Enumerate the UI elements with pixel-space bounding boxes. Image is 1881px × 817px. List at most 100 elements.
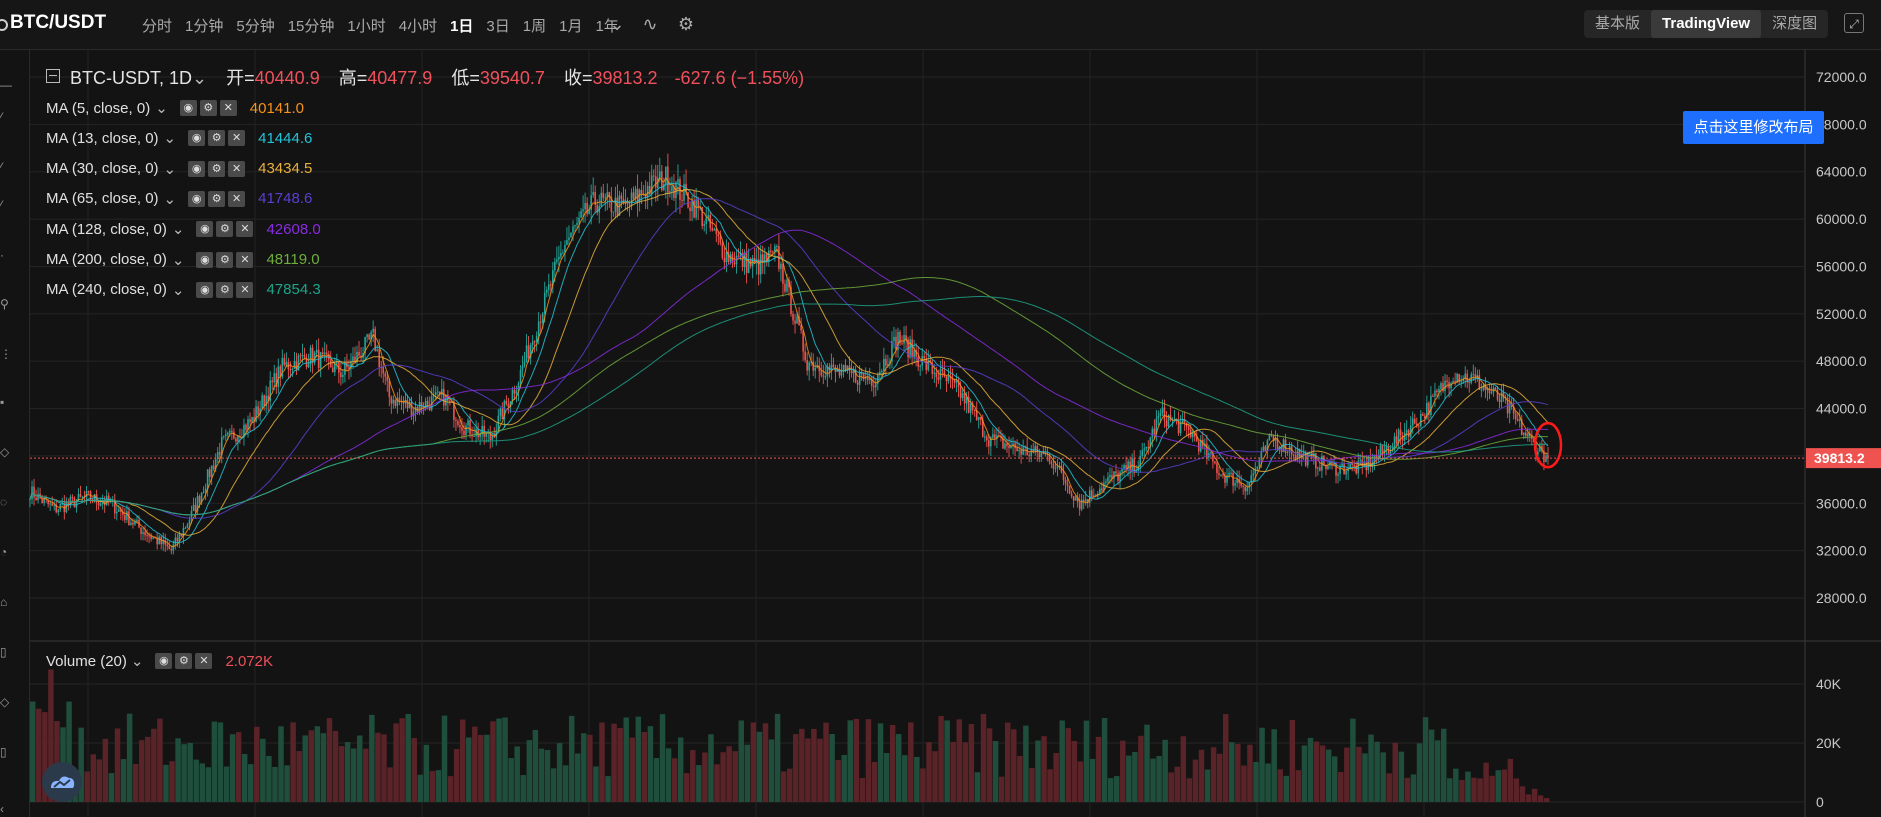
- lock-icon[interactable]: ▯: [0, 645, 7, 659]
- close-icon[interactable]: ✕: [236, 221, 254, 238]
- close-icon[interactable]: ✕: [228, 160, 246, 177]
- chevron-down-icon[interactable]: ⌄: [609, 14, 625, 34]
- collapse-toolbar-icon[interactable]: ‹: [0, 802, 4, 816]
- close-icon[interactable]: ✕: [228, 190, 246, 207]
- chevron-down-icon[interactable]: ⌄: [163, 130, 177, 148]
- interval-7[interactable]: 3日: [486, 18, 510, 35]
- candle-body: [384, 373, 387, 377]
- close-icon[interactable]: ✕: [219, 100, 237, 116]
- volume-bar: [696, 765, 702, 802]
- indicator-label[interactable]: MA (200, close, 0): [46, 251, 167, 268]
- volume-bar: [805, 738, 811, 802]
- candle-body: [396, 397, 399, 406]
- close-icon[interactable]: ✕: [236, 251, 254, 268]
- trash-icon[interactable]: ▯: [0, 745, 7, 759]
- interval-10[interactable]: 1年: [595, 18, 619, 35]
- eye-icon[interactable]: ◉: [155, 653, 173, 669]
- brush-icon[interactable]: ◇: [0, 445, 10, 459]
- candle-body: [1496, 389, 1499, 400]
- mode-1[interactable]: TradingView: [1651, 10, 1762, 38]
- close-icon[interactable]: ✕: [228, 130, 246, 147]
- candle-body: [923, 356, 926, 359]
- gear-icon[interactable]: ⚙: [216, 281, 234, 298]
- chevron-down-icon[interactable]: ⌄: [171, 281, 185, 299]
- eye-icon[interactable]: ◉: [196, 281, 214, 298]
- magnet-icon[interactable]: ⌂: [0, 595, 8, 609]
- eye-icon[interactable]: ◉: [196, 221, 214, 238]
- mode-0[interactable]: 基本版: [1595, 15, 1641, 32]
- ray-icon[interactable]: ⁄: [0, 160, 3, 174]
- gear-icon[interactable]: ⚙: [677, 14, 695, 34]
- change-layout-button[interactable]: 点击这里修改布局: [1683, 111, 1824, 144]
- gear-icon[interactable]: ⚙: [208, 130, 226, 147]
- eye-icon[interactable]: ◉: [196, 251, 214, 268]
- interval-1[interactable]: 1分钟: [185, 18, 224, 35]
- volume-bar: [780, 771, 787, 802]
- interval-8[interactable]: 1周: [522, 18, 547, 35]
- gear-icon[interactable]: ⚙: [216, 221, 234, 238]
- indicator-label[interactable]: MA (30, close, 0): [46, 160, 159, 178]
- indicator-label[interactable]: MA (13, close, 0): [46, 129, 159, 147]
- interval-0[interactable]: 分时: [142, 18, 173, 35]
- volume-label[interactable]: Volume (20): [46, 652, 127, 670]
- eye-icon[interactable]: ◉: [188, 190, 206, 207]
- interval-5[interactable]: 4小时: [398, 18, 438, 35]
- indicator-label[interactable]: MA (240, close, 0): [46, 281, 167, 299]
- pitchfork-icon[interactable]: ⚲: [0, 297, 9, 311]
- candle-body: [81, 496, 84, 498]
- legend-symbol[interactable]: BTC-USDT, 1D: [70, 68, 193, 88]
- chart-type-icon[interactable]: ∿: [642, 14, 658, 34]
- fib-icon[interactable]: ·: [0, 248, 4, 262]
- candle-body: [1012, 443, 1014, 447]
- chevron-down-icon[interactable]: ⌄: [192, 68, 208, 88]
- close-icon[interactable]: ✕: [236, 281, 254, 298]
- measure-icon[interactable]: ◌: [0, 495, 8, 509]
- interval-4[interactable]: 1小时: [347, 18, 386, 35]
- eye-icon[interactable]: ◇: [0, 695, 10, 709]
- channel-icon[interactable]: ⁄: [0, 198, 3, 212]
- chevron-down-icon[interactable]: ⌄: [163, 160, 177, 178]
- shapes-icon[interactable]: ⋮: [0, 347, 12, 361]
- interval-3[interactable]: 15分钟: [287, 18, 335, 35]
- candle-body: [759, 254, 762, 275]
- candle-body: [1335, 463, 1337, 476]
- indicator-label[interactable]: MA (128, close, 0): [46, 220, 167, 238]
- interval-6[interactable]: 1日: [450, 18, 474, 35]
- zoom-icon[interactable]: ◔: [0, 545, 8, 559]
- indicator-value: 41444.6: [258, 129, 313, 147]
- volume-bar: [889, 725, 896, 802]
- interval-2[interactable]: 5分钟: [236, 18, 275, 35]
- eye-icon[interactable]: ◉: [188, 130, 206, 147]
- indicator-label[interactable]: MA (5, close, 0): [46, 99, 151, 117]
- gear-icon[interactable]: ⚙: [175, 653, 193, 669]
- gear-icon[interactable]: ⚙: [208, 160, 226, 177]
- volume-bar: [1386, 773, 1392, 802]
- chevron-down-icon[interactable]: ⌄: [163, 190, 177, 208]
- chevron-down-icon[interactable]: ⌄: [155, 100, 168, 117]
- candle-body: [1436, 390, 1438, 392]
- eye-icon[interactable]: ◉: [188, 160, 206, 177]
- crosshair-icon[interactable]: —: [0, 78, 12, 92]
- gear-icon[interactable]: ⚙: [208, 190, 226, 207]
- pair-title[interactable]: BTC/USDT: [10, 12, 107, 33]
- text-icon[interactable]: ▪: [0, 395, 5, 409]
- candle-body: [233, 431, 235, 439]
- mode-2[interactable]: 深度图: [1772, 15, 1818, 32]
- trendline-icon[interactable]: ⁄: [0, 110, 3, 124]
- indicator-label[interactable]: MA (65, close, 0): [46, 190, 159, 208]
- app-logo-button[interactable]: [42, 762, 82, 802]
- collapse-legend-icon[interactable]: [46, 69, 60, 83]
- close-icon[interactable]: ✕: [195, 653, 213, 669]
- volume-bar: [1531, 788, 1538, 802]
- gear-icon[interactable]: ⚙: [216, 251, 234, 268]
- eye-icon[interactable]: ◉: [179, 100, 197, 116]
- fullscreen-icon[interactable]: ⤢: [1844, 13, 1864, 33]
- candle-body: [1480, 389, 1483, 391]
- interval-9[interactable]: 1月: [559, 18, 583, 35]
- chevron-down-icon[interactable]: ⌄: [171, 221, 185, 239]
- volume-bar: [1501, 769, 1508, 802]
- chevron-down-icon[interactable]: ⌄: [130, 653, 144, 670]
- gear-icon[interactable]: ⚙: [199, 100, 217, 116]
- chevron-down-icon[interactable]: ⌄: [171, 251, 185, 269]
